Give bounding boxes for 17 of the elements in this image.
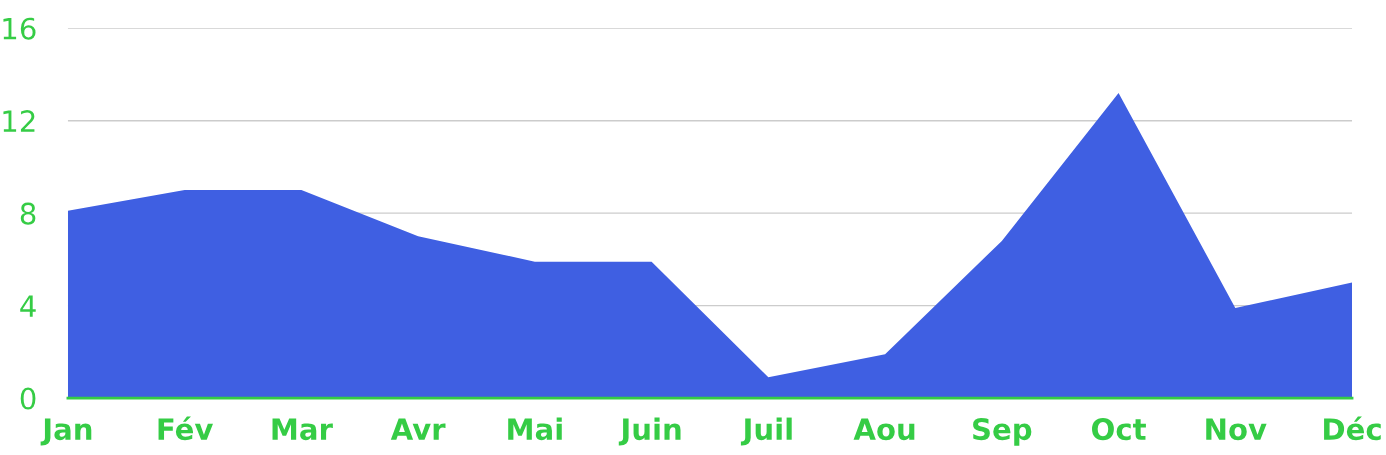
x-tick-label: Oct [1092, 418, 1146, 441]
x-tick-label: Nov [1206, 418, 1267, 441]
x-tick-label: Mai [508, 417, 562, 441]
x-tick-label: Déc [1324, 416, 1381, 441]
x-tick-label: Aou [853, 418, 915, 441]
x-tick-label: Sep [973, 418, 1032, 446]
x-tick-label: Juin [618, 417, 681, 446]
y-tick-label: 0 [20, 387, 36, 410]
x-tick-label: Juil [740, 417, 792, 446]
x-tick-label: Mar [272, 418, 333, 441]
x-tick-label: Jan [40, 418, 92, 446]
y-tick-label: 16 [3, 17, 36, 40]
x-tick-label: Avr [390, 418, 446, 440]
y-tick-label: 8 [20, 202, 36, 225]
y-tick-label: 12 [3, 110, 35, 132]
y-tick-label: 4 [20, 295, 36, 317]
x-tick-label: Fév [158, 416, 213, 441]
